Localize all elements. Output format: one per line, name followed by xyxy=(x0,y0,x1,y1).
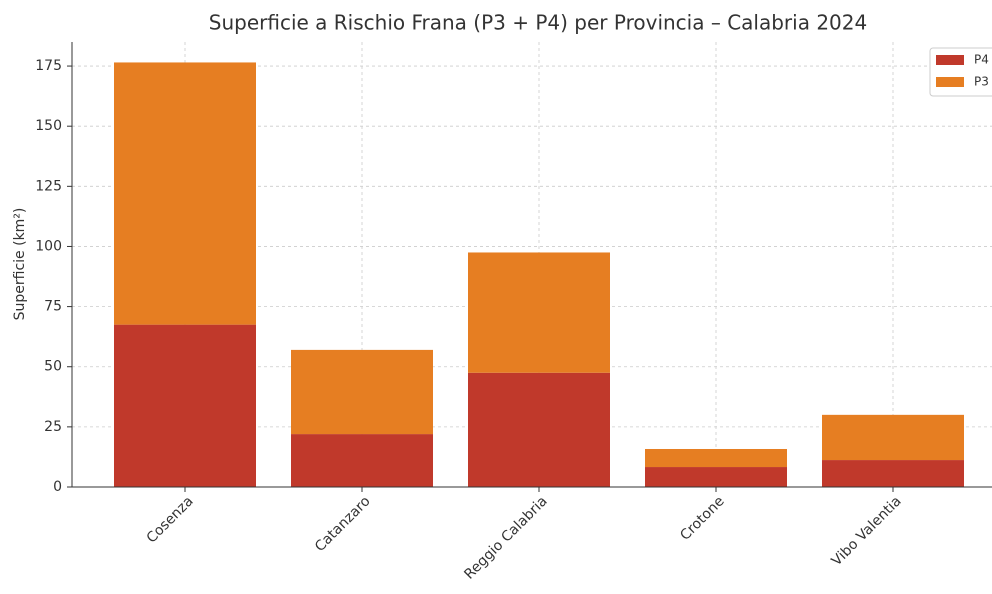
y-tick-label: 0 xyxy=(53,479,62,495)
legend-swatch xyxy=(936,77,964,87)
x-tick-label: Crotone xyxy=(677,493,727,543)
y-tick-label: 25 xyxy=(44,419,62,435)
bar-segment xyxy=(822,460,964,487)
y-tick-label: 150 xyxy=(35,118,62,134)
bar-segment xyxy=(114,324,256,487)
y-tick-label: 75 xyxy=(44,299,62,315)
bar-segment xyxy=(645,467,787,487)
y-tick-label: 100 xyxy=(35,238,62,254)
chart-title: Superficie a Rischio Frana (P3 + P4) per… xyxy=(209,11,867,35)
x-tick-label: Vibo Valentia xyxy=(829,493,905,569)
bar-segment xyxy=(645,448,787,468)
y-axis-label: Superficie (km²) xyxy=(12,208,28,321)
bar-segment xyxy=(468,252,610,373)
legend-label: P4 xyxy=(974,53,989,67)
bar-segment xyxy=(114,62,256,325)
y-tick-label: 50 xyxy=(44,359,62,375)
bar-segment xyxy=(822,414,964,461)
bar-segment xyxy=(468,372,610,487)
x-tick-label: Cosenza xyxy=(144,493,197,546)
x-tick-label: Catanzaro xyxy=(312,493,374,555)
legend-swatch xyxy=(936,55,964,65)
y-tick-label: 175 xyxy=(35,58,62,74)
legend-label: P3 xyxy=(974,75,989,89)
y-tick-label: 125 xyxy=(35,178,62,194)
x-tick-label: Reggio Calabria xyxy=(461,493,550,582)
bar-segment xyxy=(291,434,433,487)
bar-segment xyxy=(291,349,433,435)
